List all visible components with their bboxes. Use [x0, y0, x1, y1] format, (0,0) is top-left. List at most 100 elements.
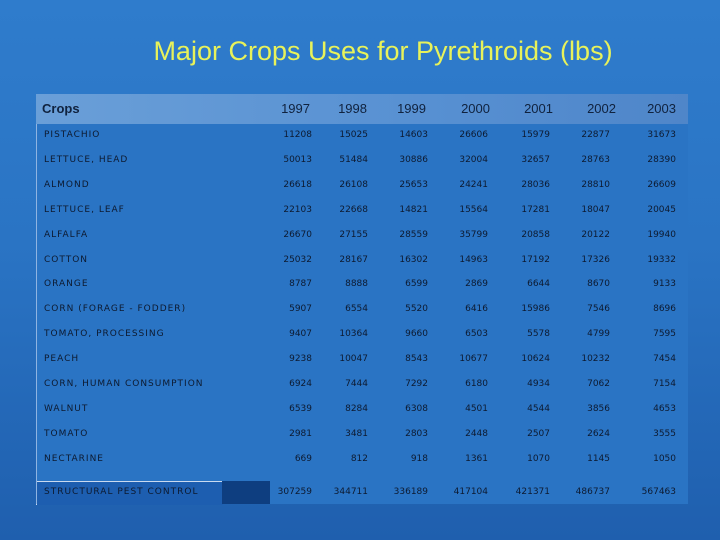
cell-1999: 14821 [399, 204, 428, 215]
total-2000: 417104 [453, 487, 488, 497]
cell-2001: 32657 [521, 154, 550, 165]
cell-2001: 10624 [521, 354, 550, 365]
crop-name: LETTUCE, LEAF [44, 204, 125, 215]
cell-1998: 7444 [345, 379, 368, 389]
cell-2001: 15986 [521, 304, 550, 315]
cell-2002: 28810 [581, 179, 610, 190]
crop-name: PISTACHIO [44, 130, 101, 140]
cell-2002: 4799 [587, 329, 610, 340]
cell-1999: 918 [410, 453, 428, 464]
table-row: TOMATO 2981 3481 2803 2448 2507 2624 3555 [36, 423, 688, 447]
cell-2003: 19332 [647, 254, 676, 265]
cell-2002: 1145 [587, 453, 610, 464]
cell-1999: 14603 [399, 130, 428, 140]
cell-1999: 16302 [399, 254, 428, 265]
cell-2000: 10677 [459, 354, 488, 365]
cell-2003: 31673 [647, 130, 676, 140]
cell-2003: 7154 [653, 379, 676, 389]
cell-2000: 24241 [459, 179, 488, 190]
cell-1997: 22103 [283, 204, 312, 215]
cell-2002: 17326 [581, 254, 610, 265]
cell-1997: 9407 [289, 329, 312, 340]
cell-2002: 8670 [587, 279, 610, 290]
table-row: PISTACHIO 11208 15025 14603 26606 15979 22877 3… [36, 124, 688, 148]
table-row: LETTUCE, HEAD 50013 51484 30886 32004 32657 28… [36, 149, 688, 173]
header-2001: 2001 [524, 101, 553, 116]
crop-name: COTTON [44, 254, 89, 265]
cell-2001: 17281 [521, 204, 550, 215]
cell-1998: 8284 [345, 403, 368, 414]
cell-1998: 10364 [339, 329, 368, 340]
cell-2001: 4544 [527, 403, 550, 414]
cell-1997: 8787 [289, 279, 312, 290]
cell-2000: 26606 [459, 130, 488, 140]
cell-1998: 26108 [339, 179, 368, 190]
cell-2003: 26609 [647, 179, 676, 190]
header-1999: 1999 [397, 101, 426, 116]
cell-2000: 15564 [459, 204, 488, 215]
cell-2001: 15979 [521, 130, 550, 140]
crop-name: TOMATO [44, 428, 89, 439]
cell-2001: 1070 [527, 453, 550, 464]
table-row: COTTON 25032 28167 16302 14963 17192 17326 1933… [36, 249, 688, 273]
total-2001: 421371 [515, 487, 550, 497]
cell-1999: 7292 [405, 379, 428, 389]
cell-2003: 28390 [647, 154, 676, 165]
crop-name: WALNUT [44, 403, 89, 414]
cell-1999: 30886 [399, 154, 428, 165]
cell-1999: 6308 [405, 403, 428, 414]
crop-name: TOMATO, PROCESSING [44, 329, 165, 340]
cell-2001: 6644 [527, 279, 550, 290]
crop-name: PEACH [44, 354, 80, 365]
cell-2001: 28036 [521, 179, 550, 190]
cell-2003: 3555 [653, 428, 676, 439]
cell-2003: 19940 [647, 229, 676, 240]
cell-1997: 6924 [289, 379, 312, 389]
cell-1999: 9660 [405, 329, 428, 340]
table-row: PEACH 9238 10047 8543 10677 10624 10232 7454 [36, 348, 688, 372]
cell-1998: 6554 [345, 304, 368, 315]
cell-1997: 11208 [283, 130, 312, 140]
cell-1997: 50013 [283, 154, 312, 165]
crop-name: LETTUCE, HEAD [44, 154, 129, 165]
total-crop-name: STRUCTURAL PEST CONTROL [44, 487, 199, 497]
cell-2001: 2507 [527, 428, 550, 439]
crops-table: Crops 1997 1998 1999 2000 2001 2002 2003… [36, 94, 688, 505]
cell-2002: 3856 [587, 403, 610, 414]
table-row: ALMOND 26618 26108 25653 24241 28036 28810 2660… [36, 174, 688, 198]
crop-name: CORN, HUMAN CONSUMPTION [44, 379, 204, 389]
cell-1997: 2981 [289, 428, 312, 439]
cell-1998: 51484 [339, 154, 368, 165]
cell-2000: 1361 [465, 453, 488, 464]
header-2003: 2003 [647, 101, 676, 116]
cell-2003: 7454 [653, 354, 676, 365]
cell-1997: 26670 [283, 229, 312, 240]
cell-2003: 4653 [653, 403, 676, 414]
cell-2002: 18047 [581, 204, 610, 215]
cell-2000: 35799 [459, 229, 488, 240]
cell-2002: 20122 [581, 229, 610, 240]
table-left-rule [36, 124, 37, 504]
cell-1999: 2803 [405, 428, 428, 439]
cell-1997: 9238 [289, 354, 312, 365]
header-1998: 1998 [338, 101, 367, 116]
cell-2001: 5578 [527, 329, 550, 340]
cell-2000: 6416 [465, 304, 488, 315]
total-1999: 336189 [393, 487, 428, 497]
cell-1998: 27155 [339, 229, 368, 240]
cell-2002: 22877 [581, 130, 610, 140]
cell-2003: 1050 [653, 453, 676, 464]
cell-2000: 32004 [459, 154, 488, 165]
table-row: ORANGE 8787 8888 6599 2869 6644 8670 9133 [36, 273, 688, 297]
cell-1998: 8888 [345, 279, 368, 290]
header-1997: 1997 [281, 101, 310, 116]
cell-1999: 5520 [405, 304, 428, 315]
header-2002: 2002 [587, 101, 616, 116]
table-total-row: STRUCTURAL PEST CONTROL 307259 344711 33… [36, 481, 688, 505]
crop-name: ALMOND [44, 179, 90, 190]
cell-1998: 15025 [339, 130, 368, 140]
table-row: CORN (FORAGE - FODDER) 5907 6554 5520 6416 15… [36, 298, 688, 322]
table-row: NECTARINE 669 812 918 1361 1070 1145 1050 [36, 448, 688, 472]
cell-1998: 812 [350, 453, 368, 464]
crop-name: ORANGE [44, 279, 89, 290]
